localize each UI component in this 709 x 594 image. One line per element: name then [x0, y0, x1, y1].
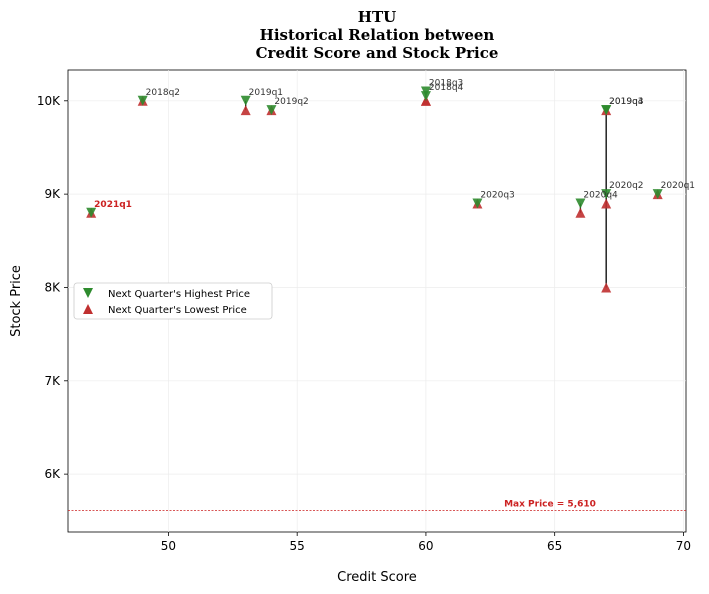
point-label: 2020q3	[480, 190, 514, 200]
low-price-marker	[601, 198, 612, 209]
legend-high-marker	[83, 288, 93, 298]
max-price-reference: Max Price = 5,610	[68, 500, 686, 511]
point-label: 2020q4	[583, 190, 618, 200]
x-tick-label: 55	[290, 539, 305, 553]
point-label: 2019q3	[609, 97, 643, 107]
legend-low-marker	[83, 304, 93, 314]
high-price-marker	[240, 95, 251, 106]
y-tick-label: 10K	[37, 94, 61, 108]
high-price-marker	[652, 189, 663, 200]
legend-entry: Next Quarter's Highest Price	[108, 289, 250, 300]
low-price-marker	[575, 207, 586, 218]
legend-box	[73, 282, 273, 320]
x-axis-label: Credit Score	[337, 570, 417, 585]
low-price-marker	[240, 105, 251, 116]
title-line: HTU	[358, 8, 396, 26]
high-price-marker	[601, 105, 612, 116]
max-price-label: Max Price = 5,610	[504, 500, 596, 510]
x-tick-label: 60	[418, 539, 433, 553]
point-label: 2018q3	[429, 78, 463, 88]
low-price-marker	[601, 282, 612, 293]
data-markers	[86, 86, 663, 293]
y-tick-label: 7K	[44, 374, 61, 388]
grid	[68, 70, 686, 532]
y-tick-label: 8K	[44, 280, 61, 294]
high-price-marker	[601, 189, 612, 200]
legend-entry: Next Quarter's Lowest Price	[108, 305, 247, 316]
point-label: 2020q2	[609, 181, 643, 191]
high-price-marker	[472, 198, 483, 209]
y-tick-label: 6K	[44, 467, 61, 481]
high-price-marker	[266, 105, 277, 116]
high-price-marker	[575, 198, 586, 209]
point-label: 2021q1	[94, 200, 132, 210]
y-tick-label: 9K	[44, 187, 61, 201]
point-label: 2018q2	[146, 88, 180, 98]
point-label: 2020q1	[661, 181, 695, 191]
y-axis-ticks: 6K 7K 8K 9K 10K	[37, 94, 68, 481]
high-price-marker	[137, 95, 148, 106]
title-line: Historical Relation between	[260, 26, 495, 44]
point-label: 2019q4	[609, 97, 644, 107]
point-label: 2018q4	[429, 83, 464, 93]
high-price-marker	[86, 207, 97, 218]
point-label: 2019q2	[274, 97, 308, 107]
x-axis-ticks: 50 55 60 65 70	[161, 532, 691, 553]
x-tick-label: 70	[676, 539, 691, 553]
high-price-marker	[420, 91, 431, 102]
x-tick-label: 50	[161, 539, 176, 553]
x-tick-label: 65	[547, 539, 562, 553]
point-label: 2019q1	[249, 88, 283, 98]
legend: Next Quarter's Highest Price Next Quarter…	[73, 282, 273, 320]
y-axis-label: Stock Price	[9, 265, 24, 337]
title-line: Credit Score and Stock Price	[256, 44, 499, 62]
